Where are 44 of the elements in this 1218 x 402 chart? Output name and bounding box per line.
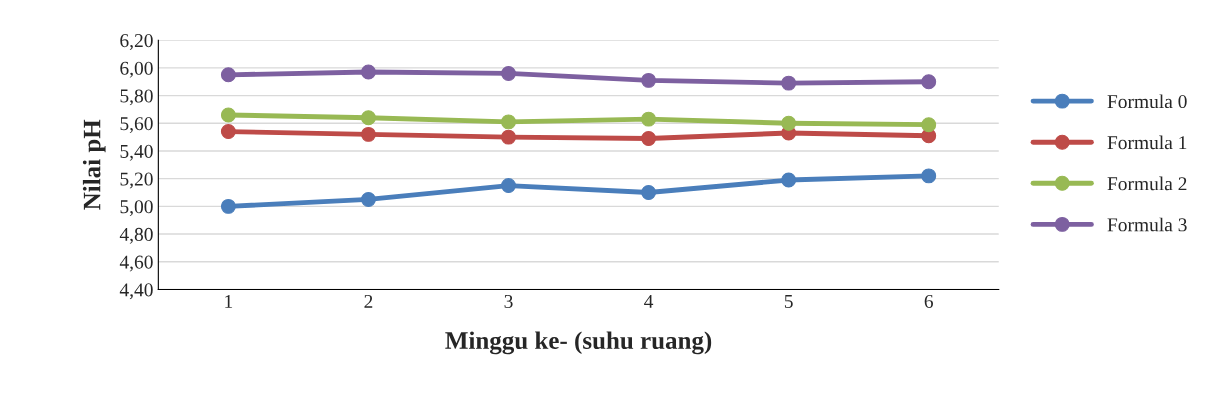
legend-label: Formula 0 [1107,94,1187,109]
legend-label: Formula 1 [1107,135,1187,150]
point [220,124,236,140]
point [781,115,797,131]
point [641,131,657,146]
y-tick-label: 5,00 [120,200,153,217]
y-tick-label: 4,40 [119,283,153,300]
point [501,114,516,130]
point [501,178,516,194]
point [360,191,376,207]
x-tick-label: 6 [924,294,934,308]
point [220,198,236,214]
point [501,65,516,81]
point [641,72,657,88]
point [641,185,657,200]
point [921,168,937,184]
point [360,110,376,126]
point [501,129,516,145]
point [921,117,937,133]
y-tick-label: 5,20 [120,172,153,189]
x-tick-label: 5 [784,295,793,308]
y-axis-title: Nilai pH [82,119,106,210]
y-tick-label: 5,60 [120,117,153,134]
legend-label: Formula 3 [1107,217,1187,232]
point [220,107,236,123]
y-tick-label: 4,60 [119,255,153,272]
y-tick-label: 6,20 [120,34,153,50]
x-tick-label: 1 [225,294,233,308]
x-axis-title: Minggu ke- (suhu ruang) [445,331,712,355]
y-tick-label: 5,40 [120,144,153,161]
x-tick-label: 4 [644,294,654,308]
x-tick-label: 3 [504,294,513,308]
point [360,64,376,80]
point [360,126,376,142]
y-tick-label: 4,80 [119,227,153,244]
point [220,67,236,83]
point [641,111,657,127]
x-tick-label: 2 [364,294,373,308]
point [781,75,797,91]
point [921,74,937,90]
legend-label: Formula 2 [1107,176,1187,191]
point [781,172,797,188]
y-tick-label: 6,00 [120,61,153,78]
y-tick-label: 5,80 [120,89,153,106]
